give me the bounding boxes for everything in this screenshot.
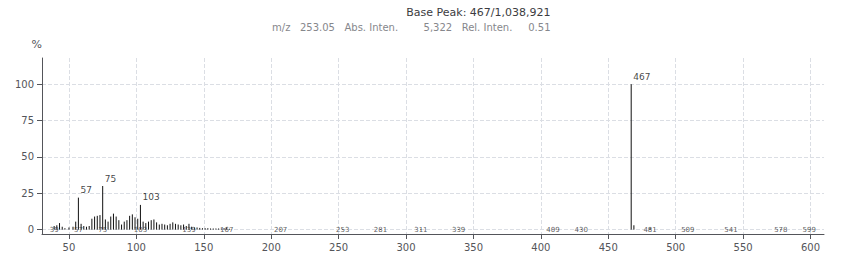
svg-text:103: 103	[134, 226, 147, 234]
svg-text:39: 39	[50, 226, 59, 234]
svg-text:50: 50	[63, 242, 76, 253]
svg-text:481: 481	[643, 226, 656, 234]
svg-text:250: 250	[329, 242, 348, 253]
svg-text:207: 207	[274, 226, 287, 234]
svg-text:599: 599	[802, 226, 815, 234]
svg-text:57: 57	[80, 185, 91, 195]
svg-text:339: 339	[452, 226, 465, 234]
svg-text:200: 200	[262, 242, 281, 253]
svg-text:%: %	[32, 38, 42, 51]
svg-text:103: 103	[142, 192, 159, 202]
svg-text:m/z 253.05 Abs. Inten.: m/z 253.05 Abs. Inten. 5,322 Rel. Inten.…	[272, 22, 550, 33]
svg-text:541: 541	[724, 226, 737, 234]
svg-text:57: 57	[74, 226, 83, 234]
svg-text:139: 139	[182, 226, 195, 234]
svg-text:75: 75	[21, 115, 34, 126]
svg-text:150: 150	[194, 242, 213, 253]
svg-text:167: 167	[220, 226, 233, 234]
svg-text:450: 450	[599, 242, 618, 253]
svg-text:311: 311	[414, 226, 427, 234]
svg-text:409: 409	[546, 226, 559, 234]
svg-text:75: 75	[98, 226, 107, 234]
svg-text:100: 100	[15, 79, 34, 90]
svg-text:500: 500	[666, 242, 685, 253]
svg-text:75: 75	[105, 174, 116, 184]
svg-text:350: 350	[464, 242, 483, 253]
svg-text:Base Peak: 467/1,038,921: Base Peak: 467/1,038,921	[406, 6, 550, 19]
svg-text:0: 0	[28, 224, 34, 235]
svg-text:281: 281	[374, 226, 387, 234]
svg-text:509: 509	[681, 226, 694, 234]
svg-text:467: 467	[633, 72, 650, 82]
svg-text:430: 430	[575, 226, 588, 234]
svg-text:578: 578	[774, 226, 787, 234]
svg-text:253: 253	[336, 226, 349, 234]
svg-text:50: 50	[21, 151, 34, 162]
svg-text:600: 600	[801, 242, 820, 253]
svg-text:400: 400	[531, 242, 550, 253]
svg-text:300: 300	[396, 242, 415, 253]
svg-text:100: 100	[127, 242, 146, 253]
svg-text:550: 550	[734, 242, 753, 253]
svg-text:25: 25	[21, 188, 34, 199]
